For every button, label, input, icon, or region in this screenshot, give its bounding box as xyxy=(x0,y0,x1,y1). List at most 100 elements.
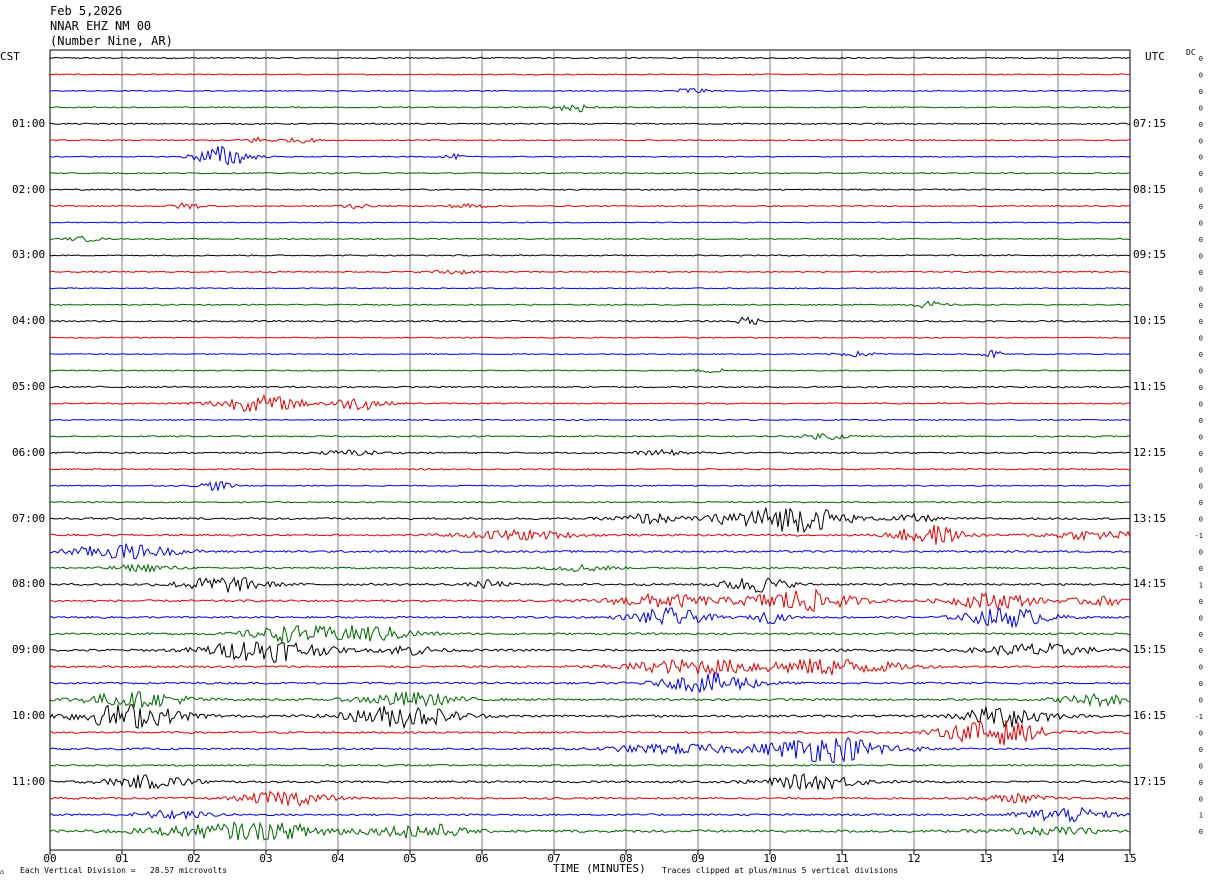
dc-offset-value: 0 xyxy=(1199,614,1203,622)
utc-timezone-label: UTC xyxy=(1145,50,1165,63)
dc-offset-value: 0 xyxy=(1199,795,1203,803)
dc-offset-value: 0 xyxy=(1199,631,1203,639)
dc-offset-value: 0 xyxy=(1199,220,1203,228)
right-hour-label: 17:15 xyxy=(1133,774,1167,788)
x-tick-label: 09 xyxy=(691,852,704,865)
seismic-trace xyxy=(49,73,1131,76)
seismic-trace xyxy=(49,524,1131,545)
seismic-trace xyxy=(49,368,1131,374)
x-tick-label: 08 xyxy=(619,852,632,865)
left-hour-label: 05:00 xyxy=(12,380,46,393)
left-hour-label: 10:00 xyxy=(12,709,46,722)
seismic-trace xyxy=(49,500,1130,504)
x-tick-label: 04 xyxy=(331,852,345,865)
right-hour-label: 10:15 xyxy=(1133,314,1167,328)
dc-offset-value: 0 xyxy=(1199,433,1203,441)
seismic-trace xyxy=(49,587,1131,612)
seismic-trace xyxy=(49,145,1131,166)
seismic-trace xyxy=(49,672,1131,693)
seismic-trace xyxy=(49,773,1130,791)
dc-offset-value: 0 xyxy=(1199,285,1203,293)
plot-frame xyxy=(49,49,1131,851)
dc-offset-value: 1 xyxy=(1199,812,1203,820)
right-hour-label: 16:15 xyxy=(1133,709,1167,722)
seismic-trace xyxy=(49,172,1131,175)
x-tick-label: 06 xyxy=(475,852,488,865)
seismic-trace xyxy=(49,543,1131,560)
right-hour-label: 13:15 xyxy=(1133,511,1167,525)
dc-offset-value: 0 xyxy=(1199,302,1203,310)
x-tick-label: 10 xyxy=(763,852,776,865)
x-tick-label: 13 xyxy=(979,852,992,865)
dc-offset-value: -1 xyxy=(1195,713,1203,721)
dc-offset-value: 0 xyxy=(1199,384,1203,392)
plot-date: Feb 5,2026 xyxy=(50,4,123,18)
left-hour-label: 09:00 xyxy=(12,643,46,657)
dc-offset-value: 0 xyxy=(1199,680,1203,688)
seismic-trace xyxy=(49,806,1131,823)
dc-offset-value: 0 xyxy=(1199,351,1203,359)
seismic-trace xyxy=(49,104,1131,113)
seismic-trace xyxy=(49,624,1131,644)
seismic-trace xyxy=(49,349,1131,360)
dc-offset-value: 0 xyxy=(1199,664,1203,672)
dc-offset-value: 0 xyxy=(1199,828,1203,836)
dc-offset-value: 0 xyxy=(1199,137,1203,145)
seismic-trace xyxy=(50,136,1130,144)
seismic-trace xyxy=(49,316,1131,326)
seismic-trace xyxy=(49,736,1131,764)
seismic-trace xyxy=(49,507,1131,534)
dc-offset-value: 0 xyxy=(1199,335,1203,343)
dc-offset-value: 0 xyxy=(1199,729,1203,737)
seismic-trace xyxy=(49,563,1131,574)
dc-offset-value: 0 xyxy=(1199,466,1203,474)
dc-offset-value: 0 xyxy=(1199,88,1203,96)
right-hour-label: 08:15 xyxy=(1133,182,1167,196)
dc-offset-value: 0 xyxy=(1199,516,1203,524)
x-tick-label: 00 xyxy=(43,852,56,865)
seismic-trace xyxy=(49,641,1131,663)
seismic-trace xyxy=(49,122,1131,125)
station-location: (Number Nine, AR) xyxy=(50,34,173,48)
dc-offset-value: 0 xyxy=(1199,121,1203,129)
seismic-trace xyxy=(49,254,1131,257)
x-tick-label: 14 xyxy=(1051,852,1065,865)
seismic-trace xyxy=(49,269,1131,276)
right-hour-label: 12:15 xyxy=(1133,445,1167,459)
seismic-trace xyxy=(49,418,1131,422)
seismic-trace xyxy=(49,821,1131,841)
dc-offset-value: 0 xyxy=(1199,252,1203,260)
dc-offset-value: 0 xyxy=(1199,598,1203,606)
dc-offset-value: 0 xyxy=(1199,779,1203,787)
left-hour-label: 07:00 xyxy=(12,511,46,525)
dc-offset-value: 1 xyxy=(1199,581,1203,589)
seismic-trace xyxy=(49,393,1131,412)
seismic-trace xyxy=(49,235,1131,243)
right-hour-label: 11:15 xyxy=(1133,380,1167,393)
seismic-trace xyxy=(49,703,1131,730)
seismic-trace xyxy=(49,658,1131,676)
dc-offset-value: 0 xyxy=(1199,55,1203,63)
x-tick-label: 01 xyxy=(115,852,128,865)
seismic-trace xyxy=(49,201,1130,210)
seismic-trace xyxy=(49,448,1131,457)
right-hour-label: 14:15 xyxy=(1133,577,1167,591)
seismic-trace xyxy=(49,88,1131,94)
seismic-trace xyxy=(49,336,1131,339)
dc-offset-value: 0 xyxy=(1199,549,1203,557)
dc-offset-value: 0 xyxy=(1199,318,1203,326)
dc-offset-value: 0 xyxy=(1199,417,1203,425)
dc-offset-header: DC xyxy=(1186,48,1196,57)
local-timezone-label: CST xyxy=(0,50,20,63)
seismic-trace xyxy=(49,287,1131,290)
dc-offset-value: 0 xyxy=(1199,565,1203,573)
right-hour-label: 07:15 xyxy=(1133,116,1167,130)
x-tick-label: 15 xyxy=(1123,852,1136,865)
x-tick-label: 12 xyxy=(907,852,920,865)
dc-offset-value: 0 xyxy=(1199,483,1203,491)
left-hour-label: 01:00 xyxy=(12,116,46,130)
seismic-trace xyxy=(49,718,1130,746)
left-hour-label: 04:00 xyxy=(12,314,46,328)
seismic-trace xyxy=(49,188,1131,191)
x-tick-label: 02 xyxy=(187,852,200,865)
